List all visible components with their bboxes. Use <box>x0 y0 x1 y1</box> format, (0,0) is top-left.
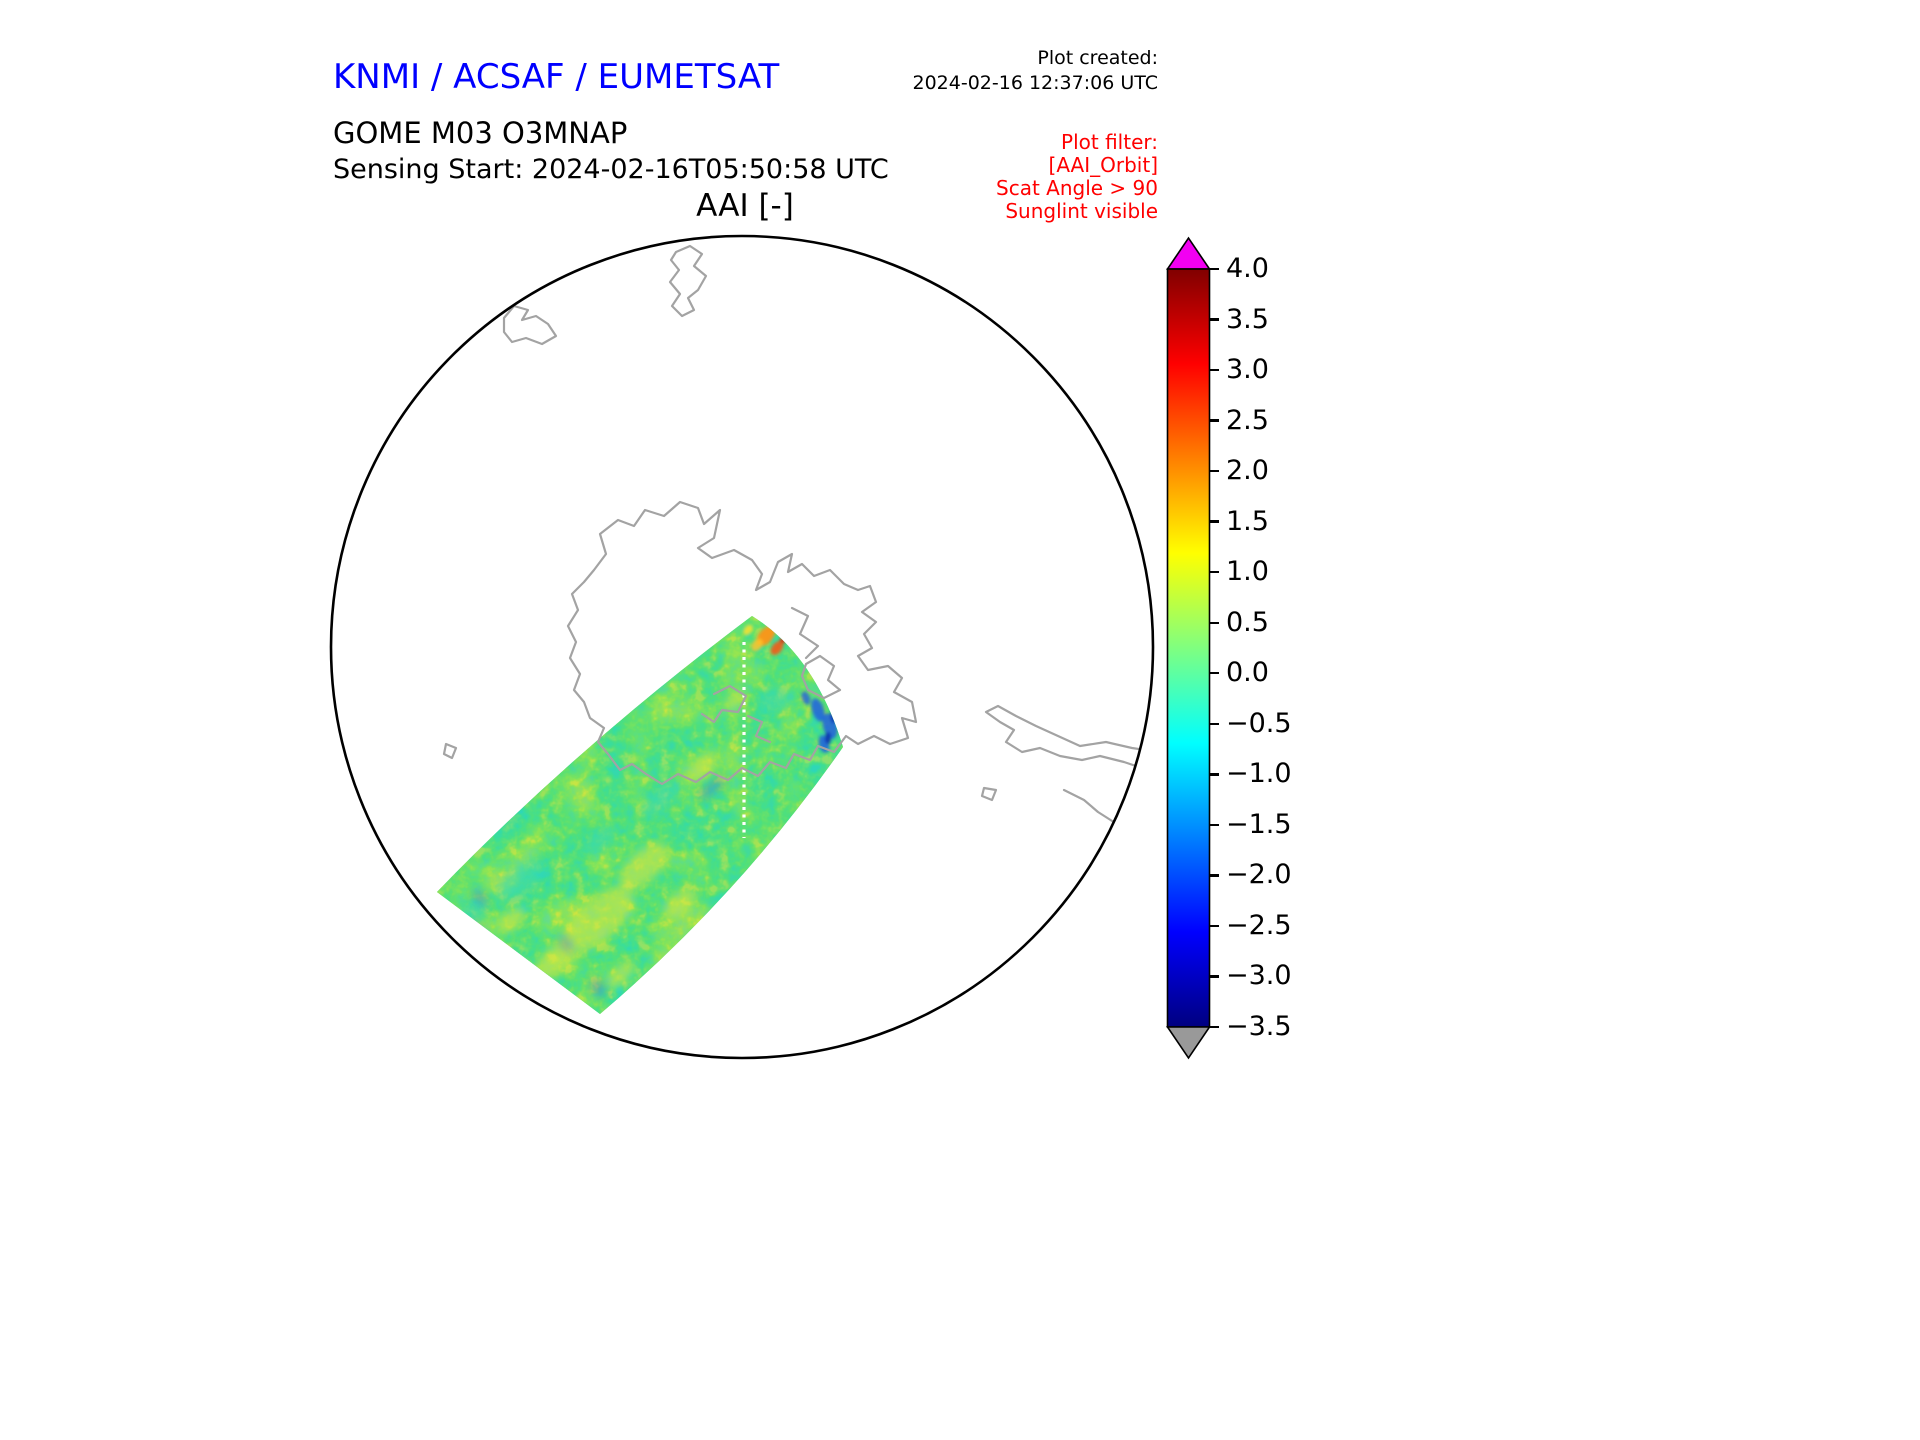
colorbar-tickmark <box>1210 520 1219 523</box>
colorbar-tick-label: −0.5 <box>1226 707 1292 739</box>
colorbar-tickmark <box>1210 571 1219 574</box>
colorbar-tickmark <box>1210 621 1219 624</box>
colorbar-tickmark <box>1210 924 1219 928</box>
coastline-antarctica <box>566 500 918 786</box>
sensing-start: Sensing Start: 2024-02-16T05:50:58 UTC <box>333 154 889 185</box>
coastline-island-top <box>668 244 708 318</box>
colorbar-tickmark <box>1210 823 1219 827</box>
colorbar-under-arrow <box>1166 1026 1212 1060</box>
plot-created-value: 2024-02-16 12:37:06 UTC <box>912 72 1159 94</box>
colorbar-tickmark <box>1210 469 1219 473</box>
filter-line: Scat Angle > 90 <box>996 176 1158 200</box>
filter-line: Plot filter: <box>1061 130 1158 154</box>
colorbar-tick-label: 4.0 <box>1226 253 1269 284</box>
plot-title: AAI [-] <box>696 188 794 224</box>
map-boundary-circle <box>329 234 1155 1060</box>
colorbar-tickmark <box>1210 419 1219 422</box>
coastline-small-island <box>980 786 998 802</box>
colorbar-tickmark <box>1210 672 1219 675</box>
colorbar-tick-label: 3.0 <box>1226 354 1269 386</box>
satellite-swath <box>437 616 843 1014</box>
colorbar-tick-label: −3.5 <box>1226 1011 1292 1042</box>
colorbar: 4.0 3.5 3.0 2.5 2.0 1.5 1.0 0.5 0.0 −0.5 −1.0 −1.5 −… <box>1166 236 1416 1066</box>
coastline-right-lower <box>1062 788 1153 872</box>
coastline-small-island <box>442 742 458 760</box>
colorbar-tickmark <box>1210 267 1219 271</box>
coastline-island-top-left <box>502 304 558 346</box>
plot-filter-note: Plot filter: [AAI_Orbit] Scat Angle > 90… <box>996 131 1158 223</box>
filter-line: [AAI_Orbit] <box>1048 153 1158 177</box>
colorbar-tick-label: 1.0 <box>1226 556 1269 588</box>
institution-title: KNMI / ACSAF / EUMETSAT <box>333 57 780 97</box>
colorbar-tickmark <box>1210 975 1219 978</box>
swath-high-value-tip <box>743 624 787 655</box>
colorbar-over-arrow <box>1166 236 1212 270</box>
coastline-detail <box>790 606 820 660</box>
colorbar-tickmark <box>1210 722 1219 725</box>
colorbar-tickmark <box>1210 318 1219 321</box>
colorbar-tick-label: −1.5 <box>1226 808 1292 840</box>
colorbar-tick-label: −3.0 <box>1226 960 1292 992</box>
colorbar-tick-label: −2.0 <box>1226 859 1292 891</box>
coastline-detail <box>746 714 772 744</box>
colorbar-tick-label: 1.5 <box>1226 505 1269 537</box>
plot-created-label: Plot created: <box>1037 47 1158 69</box>
coastline-detail <box>700 684 748 724</box>
colorbar-tickmark <box>1210 1025 1219 1029</box>
filter-line: Sunglint visible <box>1005 199 1158 223</box>
colorbar-tick-label: 0.5 <box>1226 606 1269 638</box>
colorbar-tick-label: 0.0 <box>1226 657 1269 689</box>
colorbar-tickmark <box>1210 773 1219 776</box>
product-title: GOME M03 O3MNAP <box>333 116 628 150</box>
colorbar-tick-label: 2.0 <box>1226 455 1269 487</box>
colorbar-tick-label: −2.5 <box>1226 909 1292 941</box>
colorbar-tickmark <box>1210 368 1219 372</box>
coastline-detail <box>800 654 842 700</box>
colorbar-tick-label: −1.0 <box>1226 758 1292 790</box>
colorbar-tickmark <box>1210 874 1219 877</box>
coastlines <box>442 244 1153 872</box>
colorbar-tick-label: 2.5 <box>1226 404 1269 436</box>
colorbar-graphic <box>1166 236 1212 1060</box>
colorbar-tick-label: 3.5 <box>1226 303 1269 335</box>
coastline-right <box>984 704 1153 776</box>
plot-created: Plot created: 2024-02-16 12:37:06 UTC <box>913 46 1159 96</box>
colorbar-gradient-bar <box>1166 268 1211 1028</box>
